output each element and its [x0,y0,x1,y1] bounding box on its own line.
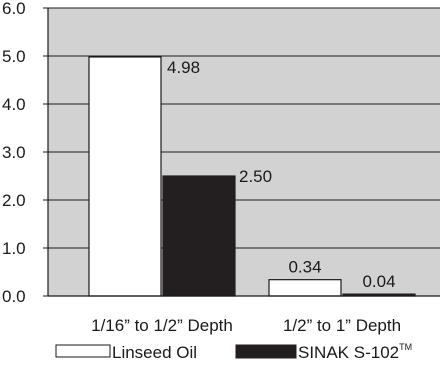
data-label: 0.04 [362,272,395,291]
legend-item-sinak: SINAK S-102TM [235,342,412,362]
data-label: 2.50 [239,167,272,186]
y-tick-label: 6.0 [2,0,26,18]
y-axis-ticks: 0.0 1.0 2.0 3.0 4.0 5.0 6.0 [2,0,48,306]
legend: Linseed Oil SINAK S-102TM [55,342,412,362]
y-tick-label: 4.0 [2,95,26,114]
bar-linseed-1 [268,279,342,297]
category-labels: 1/16” to 1/2” Depth 1/2” to 1” Depth [91,316,401,335]
y-tick-label: 2.0 [2,191,26,210]
y-tick-label: 3.0 [2,143,26,162]
y-tick-label: 0.0 [2,287,26,306]
legend-label-linseed: Linseed Oil [112,343,197,362]
data-label: 0.34 [288,258,321,277]
bars [88,56,416,297]
x-category-label: 1/16” to 1/2” Depth [91,316,233,335]
x-category-label: 1/2” to 1” Depth [283,316,401,335]
data-labels: 4.98 2.50 0.34 0.04 [167,58,396,291]
legend-swatch-sinak [235,344,297,359]
legend-item-linseed: Linseed Oil [55,343,197,362]
legend-label-sinak-trademark: TM [399,342,412,352]
y-tick-label: 1.0 [2,239,26,258]
legend-label-sinak-name: SINAK S-102 [298,343,399,362]
y-tick-label: 5.0 [2,47,26,66]
data-label: 4.98 [167,58,200,77]
legend-swatch-linseed [55,344,111,358]
bar-linseed-0 [88,56,162,297]
legend-label-sinak: SINAK S-102TM [298,342,412,362]
bar-sinak-0 [162,175,236,297]
